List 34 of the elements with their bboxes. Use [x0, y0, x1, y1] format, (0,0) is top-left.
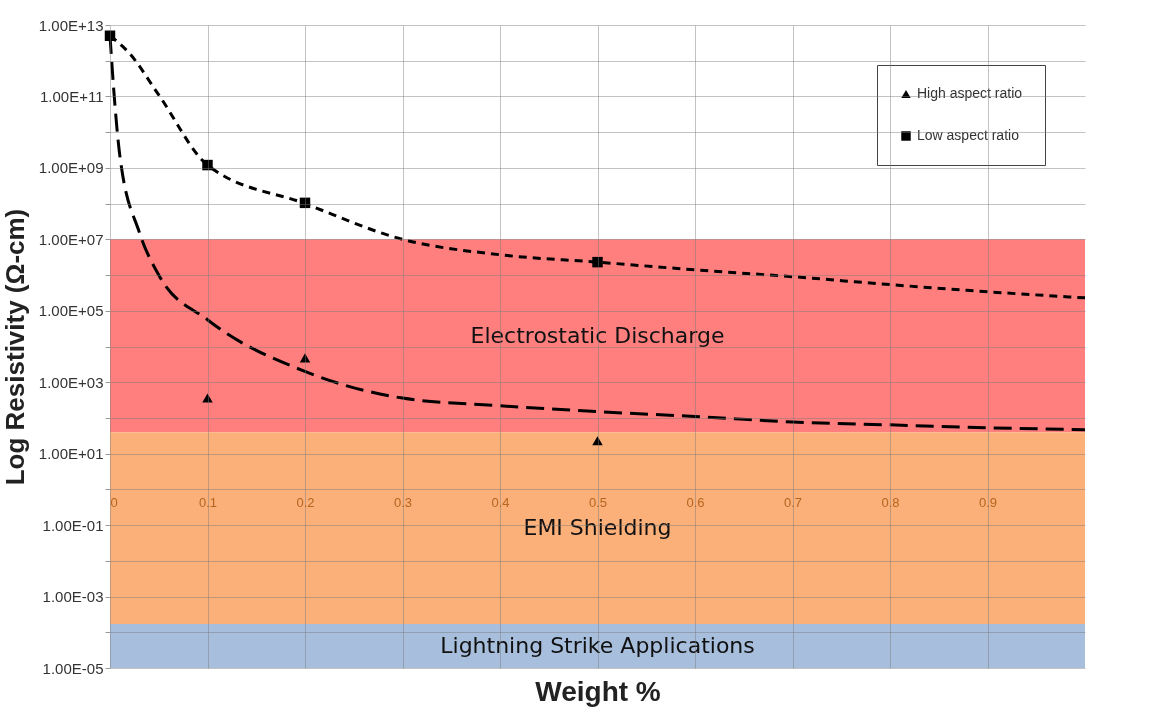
legend-label: High aspect ratio: [917, 85, 1023, 101]
x-tick-label: 0.4: [491, 494, 510, 510]
point: [592, 256, 603, 268]
legend-label: Low aspect ratio: [917, 127, 1020, 143]
point: [202, 393, 213, 403]
y-tick-label: 1.00E+11: [39, 87, 104, 105]
point: [592, 436, 603, 446]
y-axis-title: Log Resistivity (Ω-cm): [0, 208, 30, 486]
x-tick-label: 0: [110, 494, 118, 510]
point: [299, 197, 311, 209]
x-tick-label: 0.2: [296, 494, 315, 510]
band-label: EMI Shielding: [523, 515, 672, 541]
x-axis-title: Weight %: [535, 675, 661, 707]
y-tick-label: 1.00E+05: [38, 302, 104, 320]
x-tick-label: 0.3: [393, 494, 413, 510]
x-tick-label: 0.9: [978, 494, 998, 510]
x-tick-label: 0.8: [881, 494, 900, 510]
band-label: Lightning Strike Applications: [440, 633, 755, 659]
x-tick-label: 0.7: [783, 494, 803, 510]
y-tick-label: 1.00E+09: [38, 159, 104, 177]
band-label: Electrostatic Discharge: [470, 322, 725, 348]
y-tick-label: 1.00E-01: [42, 516, 104, 534]
y-tick-label: 1.00E+01: [38, 445, 104, 463]
y-tick-label: 1.00E-03: [42, 588, 104, 606]
y-tick-label: 1.00E+07: [38, 230, 104, 248]
point: [202, 159, 213, 171]
point: [104, 30, 116, 41]
y-tick-label: 1.00E+03: [38, 373, 104, 391]
x-tick-label: 0.5: [588, 494, 608, 510]
y-tick-label: 1.00E+13: [38, 16, 104, 34]
x-tick-label: 0.1: [198, 494, 218, 510]
point: [299, 353, 311, 363]
y-tick-label: 1.00E-05: [42, 659, 104, 677]
x-tick-label: 0.6: [686, 494, 705, 510]
